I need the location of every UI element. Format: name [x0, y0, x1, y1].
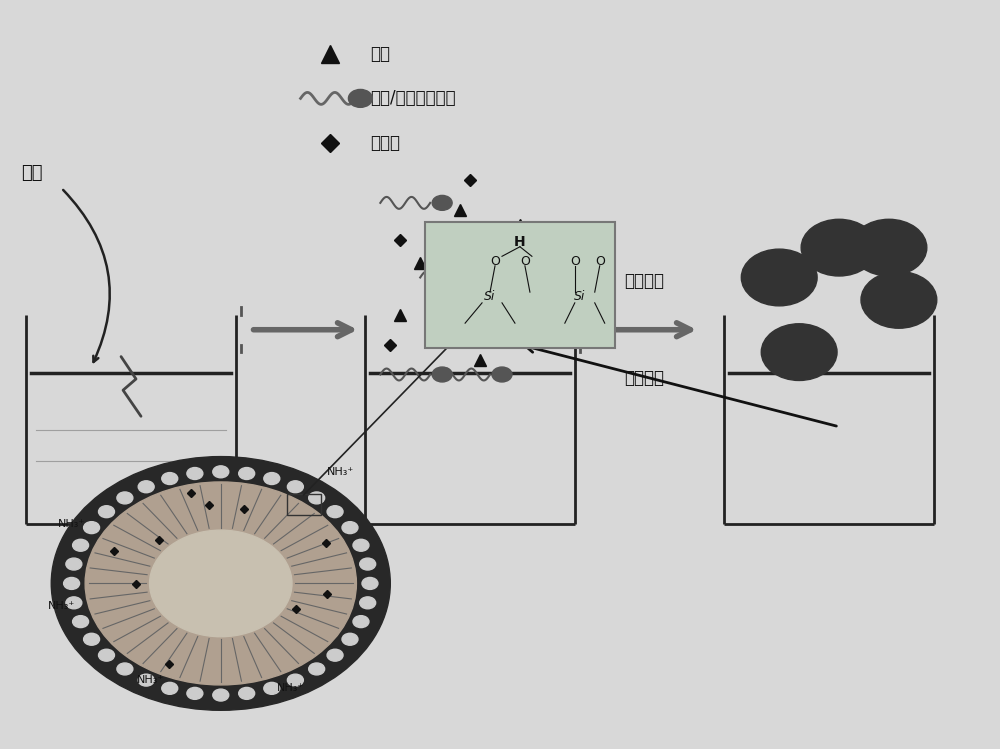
Text: O: O [570, 255, 580, 267]
Text: 氯仿: 氯仿 [21, 164, 43, 182]
Text: Si: Si [574, 291, 585, 303]
Text: H: H [514, 235, 526, 249]
Circle shape [73, 539, 89, 551]
Circle shape [360, 597, 376, 609]
Circle shape [801, 219, 877, 276]
Circle shape [761, 324, 837, 380]
Text: 有机/无机复合脂质: 有机/无机复合脂质 [370, 89, 456, 107]
Text: NH₃⁺: NH₃⁺ [327, 467, 354, 476]
Text: 磷脂: 磷脂 [370, 45, 390, 63]
Circle shape [187, 688, 203, 700]
Circle shape [187, 467, 203, 479]
Text: 薄膜水化: 薄膜水化 [625, 272, 665, 290]
Circle shape [239, 467, 255, 479]
Circle shape [66, 558, 82, 570]
Circle shape [472, 270, 492, 285]
Circle shape [360, 558, 376, 570]
Circle shape [84, 521, 100, 533]
Circle shape [162, 682, 178, 694]
Text: NH₃⁺: NH₃⁺ [48, 601, 75, 611]
Circle shape [741, 249, 817, 306]
Text: O: O [595, 255, 605, 267]
Circle shape [117, 663, 133, 675]
Circle shape [492, 367, 512, 382]
Text: NH₃⁺: NH₃⁺ [58, 519, 85, 529]
Text: NH₃⁺: NH₃⁺ [137, 676, 165, 685]
Circle shape [66, 597, 82, 609]
Circle shape [51, 457, 390, 710]
Circle shape [264, 473, 280, 485]
Circle shape [353, 539, 369, 551]
Circle shape [84, 634, 100, 645]
Circle shape [348, 89, 372, 107]
Circle shape [309, 492, 325, 504]
Circle shape [73, 616, 89, 628]
Text: Si: Si [484, 291, 496, 303]
Circle shape [432, 367, 452, 382]
Circle shape [239, 688, 255, 700]
Circle shape [342, 634, 358, 645]
Circle shape [150, 530, 292, 637]
Circle shape [117, 492, 133, 504]
Circle shape [99, 506, 114, 518]
Circle shape [287, 674, 303, 686]
Circle shape [213, 466, 229, 478]
Circle shape [861, 272, 937, 328]
Circle shape [138, 481, 154, 493]
Circle shape [213, 689, 229, 701]
Text: NH₃⁺: NH₃⁺ [277, 683, 304, 693]
Text: O: O [490, 255, 500, 267]
Circle shape [353, 616, 369, 628]
Circle shape [138, 674, 154, 686]
Circle shape [162, 473, 178, 485]
Circle shape [85, 482, 356, 685]
Text: O: O [520, 255, 530, 267]
Circle shape [99, 649, 114, 661]
Circle shape [327, 649, 343, 661]
Circle shape [342, 521, 358, 533]
Circle shape [851, 219, 927, 276]
FancyBboxPatch shape [425, 222, 615, 348]
Circle shape [287, 481, 303, 493]
Circle shape [309, 663, 325, 675]
Circle shape [362, 577, 378, 589]
Circle shape [327, 506, 343, 518]
Text: 尼罗红: 尼罗红 [370, 134, 400, 152]
Text: 探头超声: 探头超声 [625, 369, 665, 387]
Circle shape [64, 577, 80, 589]
Circle shape [432, 195, 452, 210]
Circle shape [264, 682, 280, 694]
